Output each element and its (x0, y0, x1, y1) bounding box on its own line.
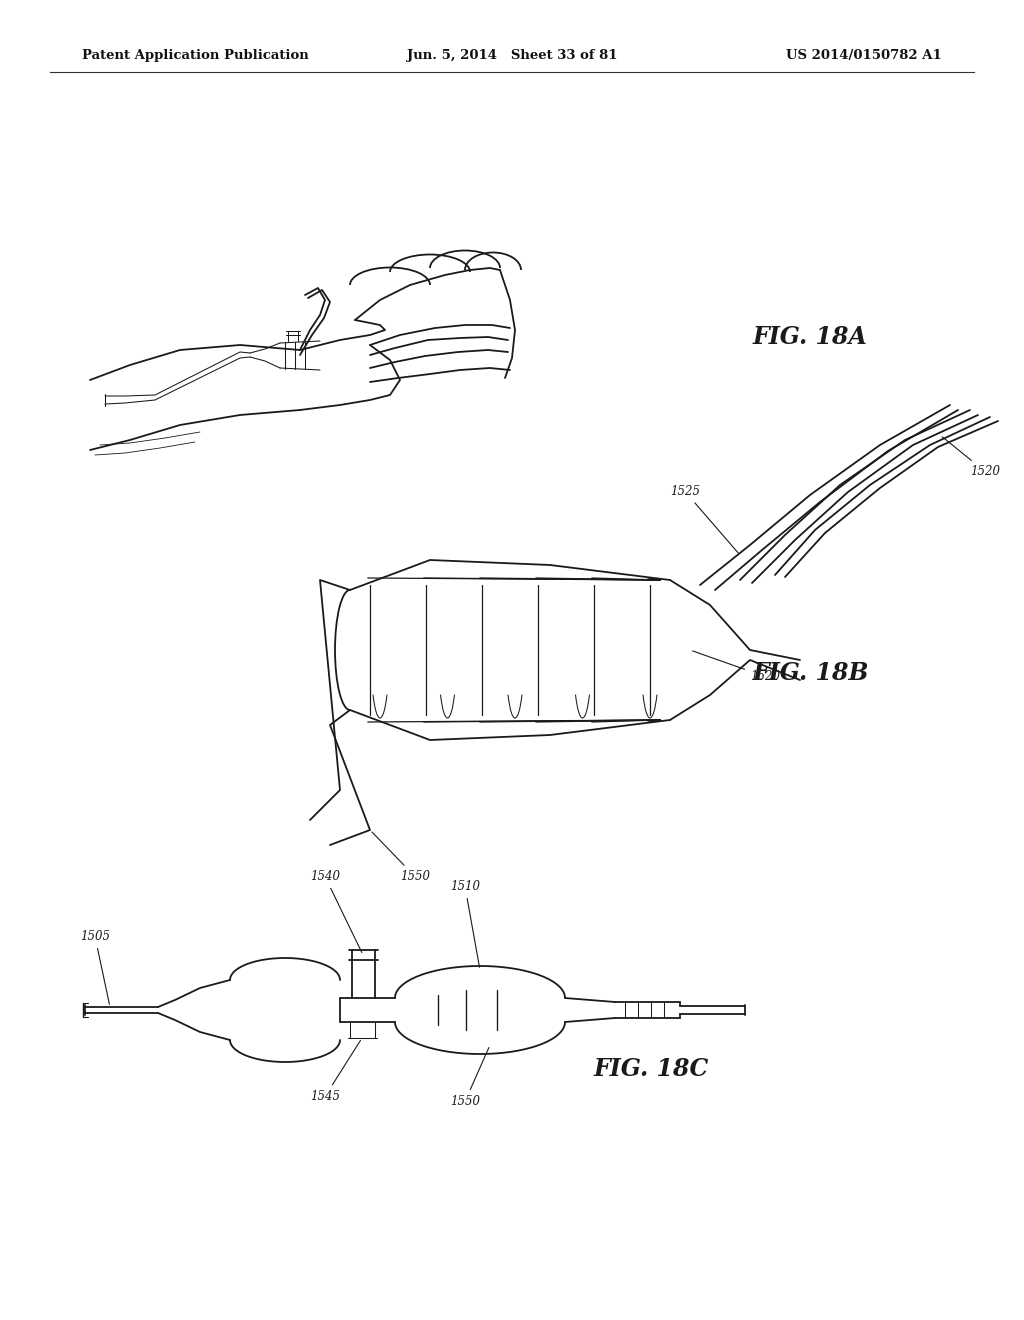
Text: 1525: 1525 (670, 484, 738, 553)
Text: 1520: 1520 (692, 651, 780, 682)
Text: US 2014/0150782 A1: US 2014/0150782 A1 (786, 49, 942, 62)
Text: FIG. 18C: FIG. 18C (594, 1057, 710, 1081)
Text: 1505: 1505 (80, 931, 110, 1005)
Text: FIG. 18A: FIG. 18A (753, 325, 867, 348)
Text: 1545: 1545 (310, 1040, 360, 1104)
Text: 1550: 1550 (450, 1048, 488, 1107)
Text: 1520: 1520 (942, 437, 1000, 478)
Text: Patent Application Publication: Patent Application Publication (82, 49, 309, 62)
Text: FIG. 18B: FIG. 18B (753, 661, 869, 685)
Text: Jun. 5, 2014   Sheet 33 of 81: Jun. 5, 2014 Sheet 33 of 81 (407, 49, 617, 62)
Text: 1550: 1550 (372, 832, 430, 883)
Text: 1540: 1540 (310, 870, 361, 953)
Text: 1510: 1510 (450, 880, 480, 968)
